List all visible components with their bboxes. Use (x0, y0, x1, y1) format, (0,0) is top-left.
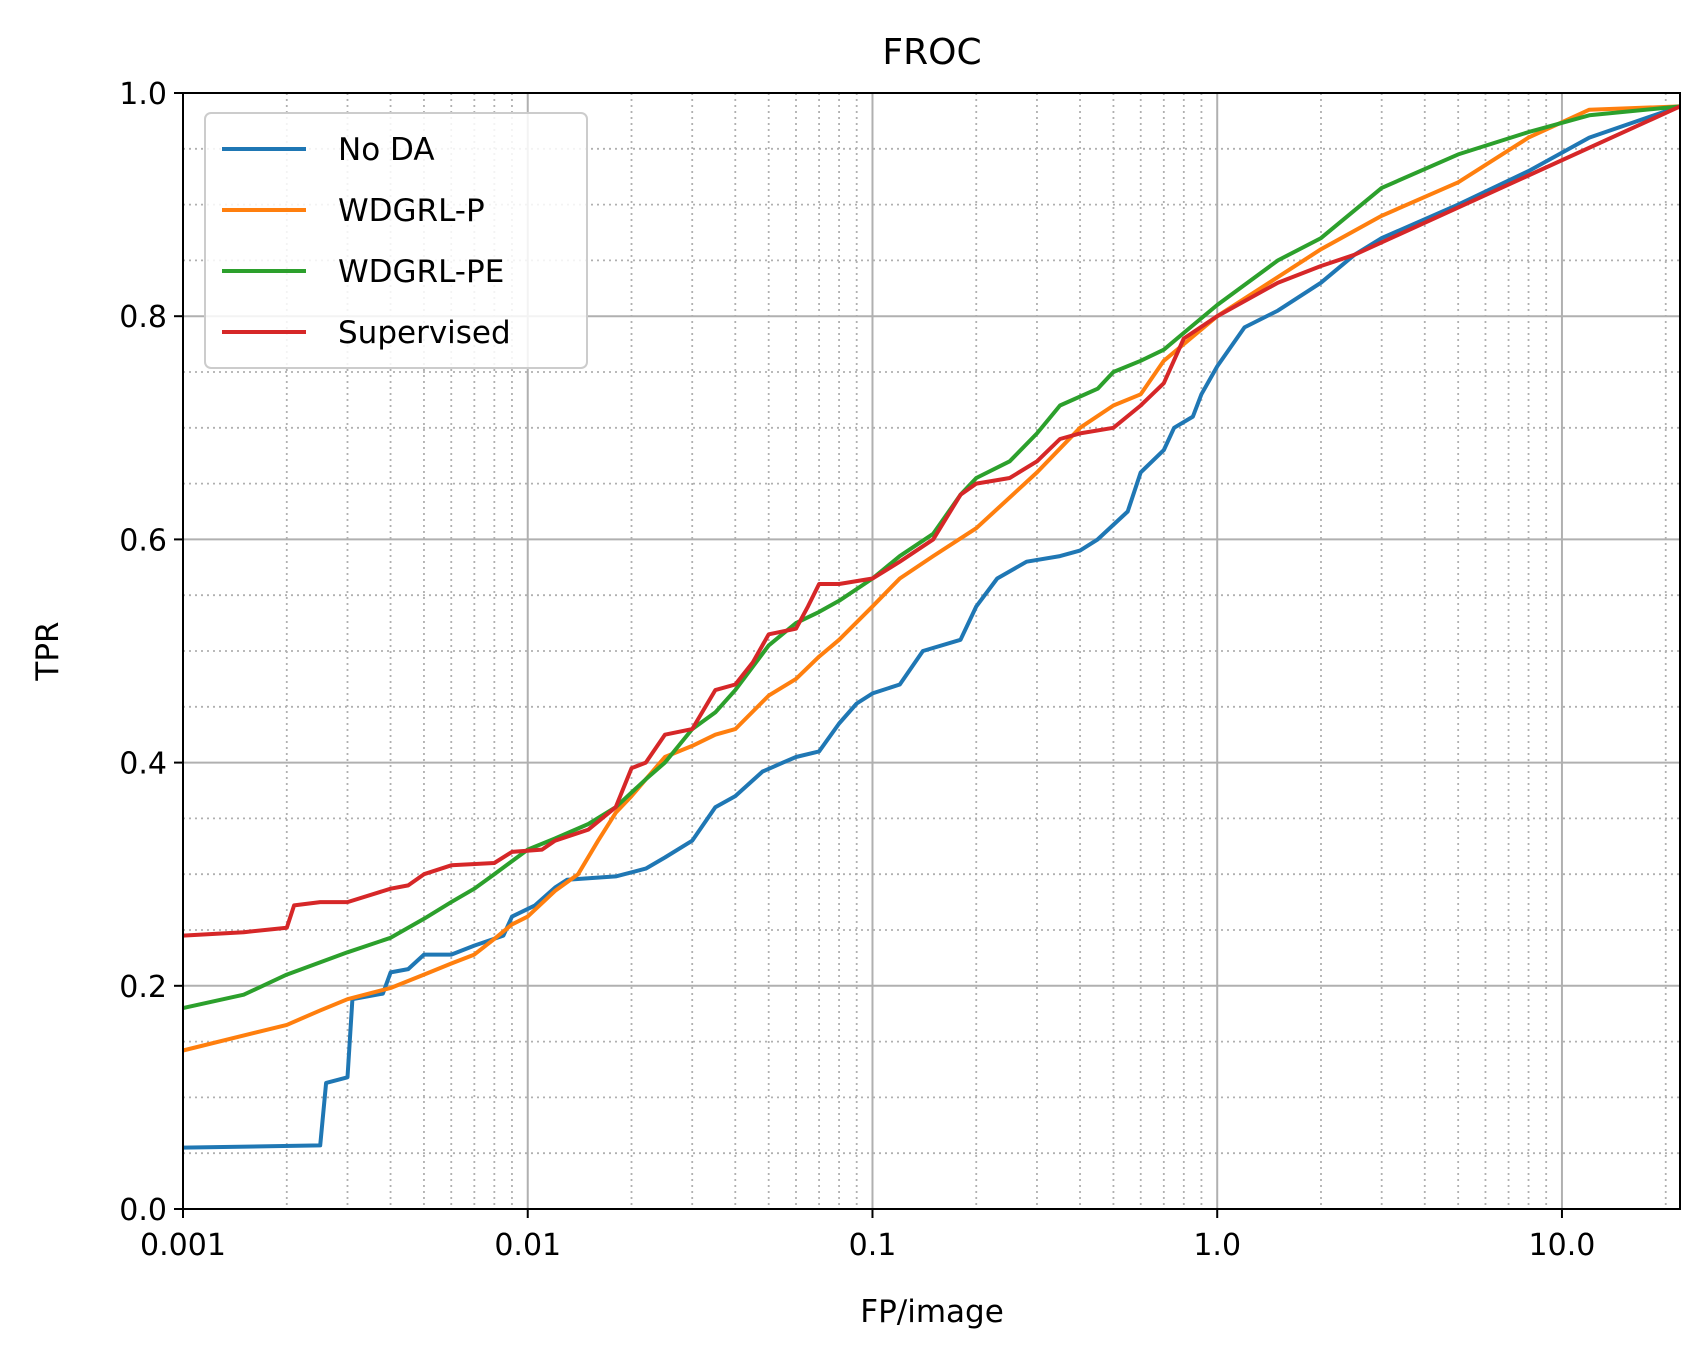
x-tick-label: 10.0 (1529, 1228, 1596, 1263)
ticks: 0.001 0.01 0.1 1.0 10.0 0.0 0.2 0.4 0.6 0.8 1.0 (119, 77, 1595, 1263)
legend-box (204, 112, 588, 369)
y-tick-label: 0.6 (119, 523, 167, 558)
legend-label: WDGRL-PE (338, 254, 504, 290)
legend: No DA WDGRL-P WDGRL-PE Supervised (204, 112, 588, 369)
series-layer (182, 104, 1681, 1150)
legend-label: No DA (338, 132, 435, 168)
legend-label: Supervised (338, 315, 511, 351)
y-tick-label: 0.2 (119, 970, 167, 1005)
x-axis-label: FP/image (860, 1294, 1004, 1330)
y-tick-label: 1.0 (119, 77, 167, 112)
y-axis-label: TPR (30, 621, 66, 681)
series-line-wdgrl-pe (182, 104, 1681, 1011)
x-tick-label: 0.001 (140, 1228, 226, 1263)
x-tick-label: 1.0 (1193, 1228, 1241, 1263)
legend-label: WDGRL-P (338, 193, 485, 229)
chart-title: FROC (882, 32, 981, 73)
y-tick-label: 0.8 (119, 300, 167, 335)
x-tick-label: 0.01 (494, 1228, 561, 1263)
y-tick-label: 0.0 (119, 1193, 167, 1228)
plot-frame (182, 92, 1681, 1210)
series-line-supervised (182, 104, 1681, 938)
series-line-no-da (182, 104, 1681, 1150)
x-tick-label: 0.1 (849, 1228, 897, 1263)
y-tick-label: 0.4 (119, 747, 167, 782)
